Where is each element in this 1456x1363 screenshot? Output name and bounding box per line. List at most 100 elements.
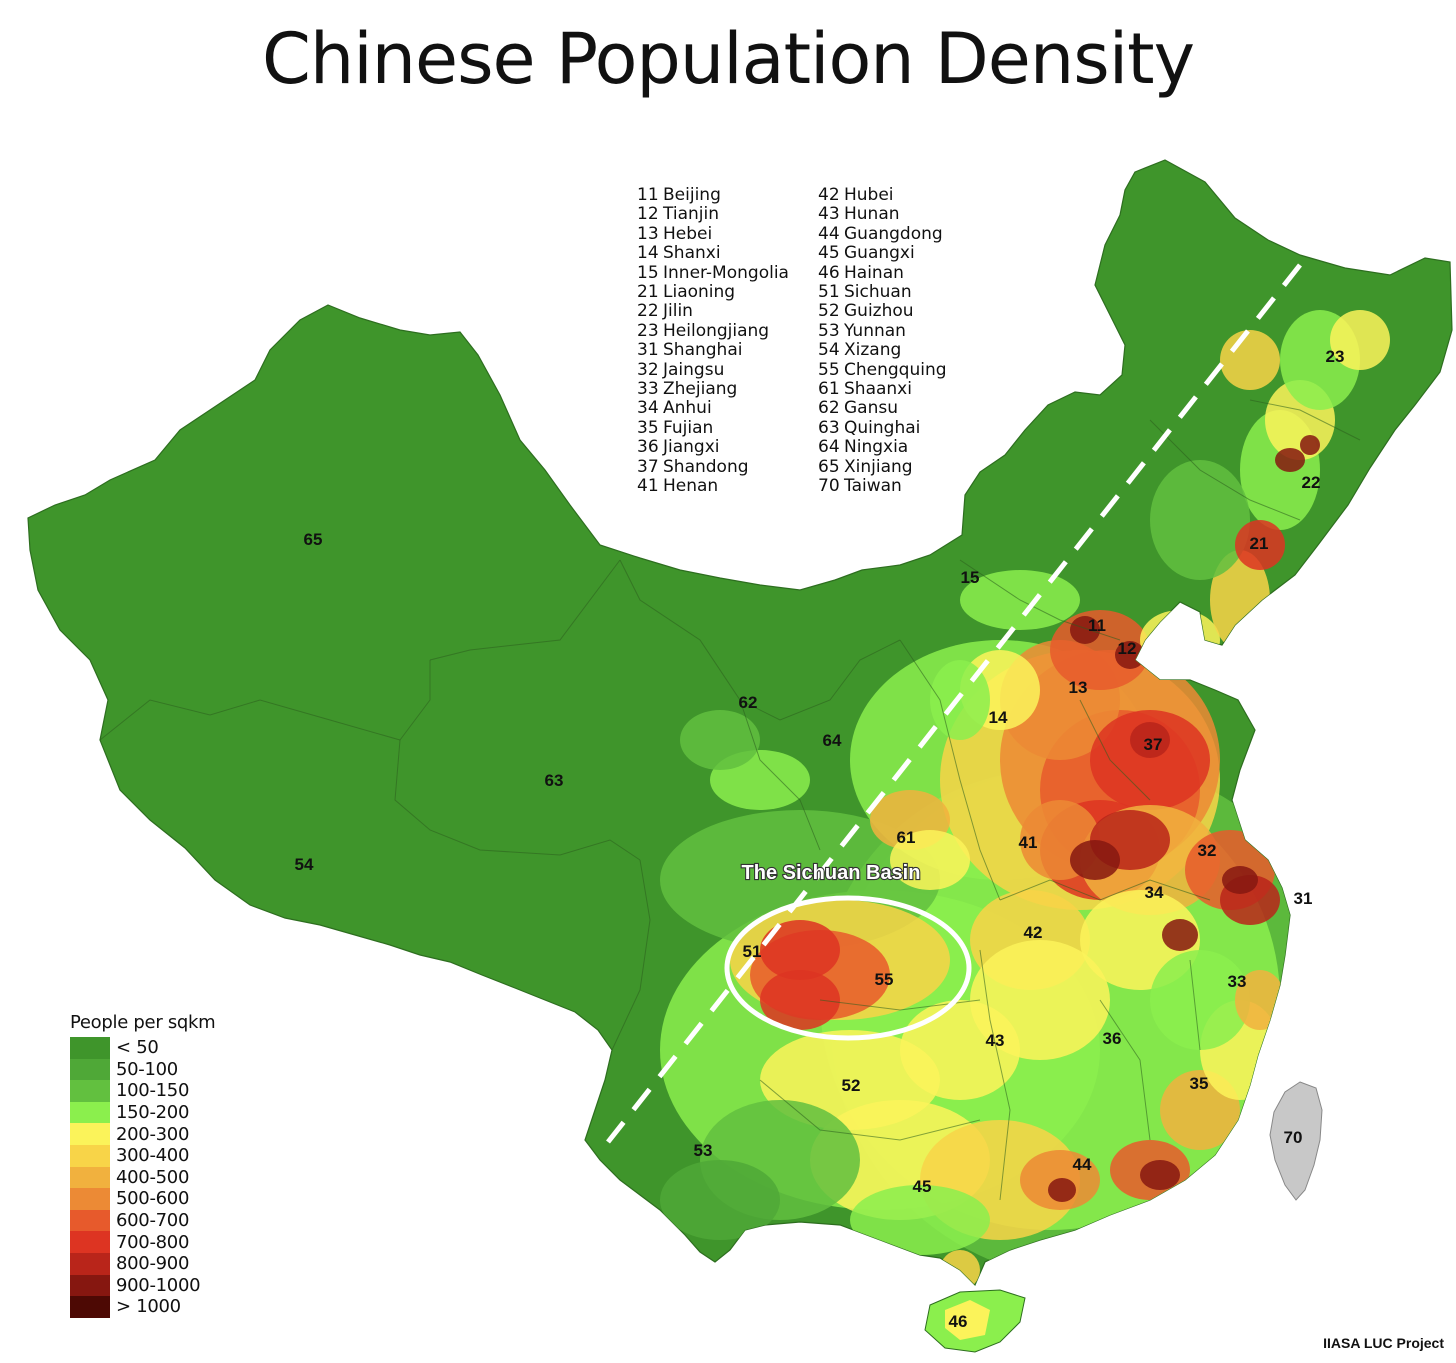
province-key-item: 13 Hebei (637, 223, 789, 244)
legend-item: 400-500 (70, 1166, 215, 1189)
legend-swatch (70, 1296, 110, 1318)
province-code: 45 (818, 243, 840, 264)
legend-swatch (70, 1231, 110, 1253)
density-blob (1222, 866, 1258, 894)
province-label: 22 (1302, 473, 1321, 492)
province-name: Xinjiang (844, 456, 913, 477)
legend-label: 100-150 (116, 1080, 190, 1102)
sichuan-basin-ellipse (724, 895, 972, 1041)
province-name: Henan (663, 476, 719, 497)
legend-item: 150-200 (70, 1101, 215, 1124)
density-blob (940, 1250, 980, 1285)
province-key-item: 44 Guangdong (818, 224, 947, 244)
province-name: Chengquing (844, 359, 947, 380)
province-key-item: 12 Tianjin (637, 204, 789, 225)
province-code: 54 (818, 340, 840, 361)
density-blob (1140, 1160, 1180, 1190)
province-label: 33 (1228, 972, 1247, 991)
province-name: Zhejiang (663, 379, 738, 400)
legend-swatch (70, 1274, 110, 1297)
province-label: 34 (1145, 883, 1164, 902)
legend-swatch (70, 1101, 110, 1124)
province-key-item: 22 Jilin (637, 301, 789, 322)
legend-swatch (70, 1252, 110, 1275)
density-blob (850, 1185, 990, 1255)
province-name: Shaanxi (844, 379, 912, 400)
province-key-item: 42 Hubei (818, 185, 947, 205)
province-name: Liaoning (663, 282, 736, 303)
province-code: 22 (637, 301, 659, 322)
province-label: 32 (1198, 841, 1217, 860)
province-code: 46 (818, 262, 840, 283)
province-name: Jilin (663, 301, 693, 322)
density-blob (1048, 1178, 1076, 1202)
province-name: Xizang (844, 340, 902, 361)
density-blob (1150, 460, 1250, 580)
province-key-right: 42 Hubei 43 Hunan 44 Guangdong 45 Guangxi 46 Hain… (818, 185, 947, 497)
legend-label: 150-200 (116, 1102, 190, 1124)
province-label: 53 (694, 1141, 713, 1160)
province-name: Shandong (663, 456, 749, 477)
legend-label: > 1000 (116, 1296, 181, 1318)
province-code: 43 (818, 204, 840, 225)
legend-label: 50-100 (116, 1058, 178, 1080)
legend-label: < 50 (116, 1037, 159, 1059)
province-code: 61 (818, 379, 840, 400)
province-name: Hainan (844, 262, 904, 283)
province-name: Beijing (663, 185, 721, 205)
province-name: Heilongjiang (663, 320, 770, 341)
province-code: 63 (818, 417, 840, 438)
legend-label: 800-900 (116, 1253, 190, 1275)
legend-swatch (70, 1188, 110, 1210)
province-label: 36 (1103, 1029, 1122, 1048)
density-blob (1235, 520, 1285, 570)
province-label: 31 (1294, 889, 1313, 908)
province-key-item: 55 Chengquing (818, 359, 947, 380)
legend-item: 500-600 (70, 1188, 215, 1210)
density-blob (1300, 435, 1320, 455)
province-code: 37 (637, 456, 659, 477)
legend-label: 200-300 (116, 1123, 190, 1145)
province-code: 41 (637, 476, 659, 497)
legend-rows: < 50 50-100 100-150 150-200 200-300 300-400 40… (70, 1037, 215, 1318)
province-key-item: 11 Beijing (637, 185, 789, 205)
province-key-item: 62 Gansu (818, 398, 947, 419)
density-blob (1150, 950, 1250, 1050)
province-label: 61 (897, 828, 916, 847)
province-name: Tianjin (663, 204, 719, 225)
province-code: 51 (818, 282, 840, 303)
density-blob (1140, 610, 1220, 670)
province-name: Fujian (663, 417, 714, 438)
province-label: 52 (842, 1076, 861, 1095)
province-name: Yunnan (844, 320, 906, 341)
province-key-item: 65 Xinjiang (818, 456, 947, 477)
legend: People per sqkm < 50 50-100 100-150 150-200… (70, 1012, 216, 1318)
legend-title: People per sqkm (70, 1012, 216, 1033)
province-name: Shanxi (663, 243, 721, 264)
taiwan-island (1269, 1081, 1323, 1201)
province-key-item: 64 Ningxia (818, 437, 947, 458)
province-name: Gansu (844, 398, 898, 419)
province-label: 43 (986, 1031, 1005, 1050)
legend-item: 700-800 (70, 1231, 215, 1253)
province-name: Ningxia (844, 437, 909, 458)
province-code: 13 (637, 223, 659, 244)
province-key-item: 54 Xizang (818, 340, 947, 361)
density-blob (890, 830, 970, 890)
province-code: 33 (637, 379, 659, 400)
province-label: 65 (304, 530, 323, 549)
province-code: 52 (818, 301, 840, 322)
province-label: 46 (949, 1312, 968, 1331)
province-name: Shanghai (663, 340, 743, 361)
province-key-item: 15 Inner-Mongolia (637, 263, 789, 283)
province-key-item: 52 Guizhou (818, 301, 947, 322)
legend-item: < 50 (70, 1037, 215, 1059)
province-key-item: 46 Hainan (818, 262, 947, 283)
density-blob (1070, 616, 1100, 644)
legend-swatch (70, 1037, 110, 1059)
legend-item: 300-400 (70, 1144, 215, 1167)
page-title: Chinese Population Density (261, 18, 1195, 100)
province-label: 23 (1326, 347, 1345, 366)
province-key-item: 32 Jaingsu (637, 360, 789, 380)
